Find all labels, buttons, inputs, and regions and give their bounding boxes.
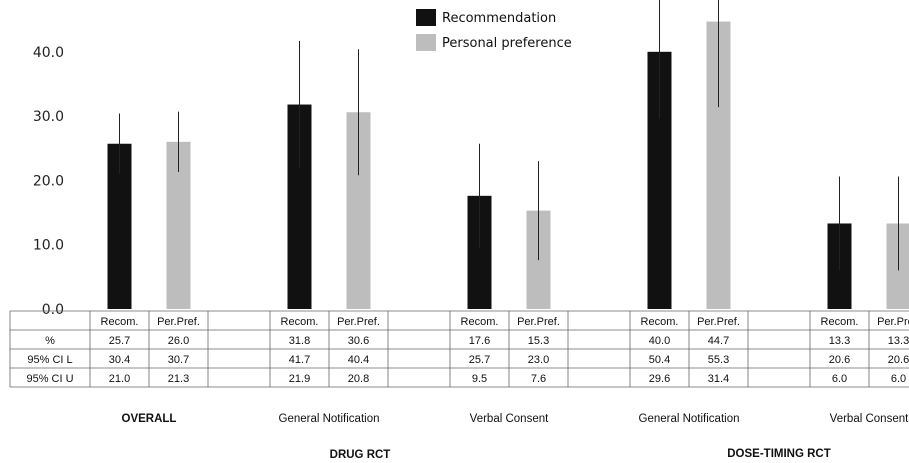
table-column-header: Recom.: [461, 316, 499, 328]
legend-label: Recommendation: [442, 11, 556, 26]
table-column-header: Per.Pref.: [697, 316, 740, 328]
table-cell-value: 17.6: [469, 335, 490, 347]
table-cell-value: 26.0: [168, 335, 189, 347]
table-cell-value: 30.6: [348, 335, 369, 347]
legend-swatch: [416, 9, 436, 26]
table-cell-value: 20.6: [829, 354, 850, 366]
group-label: General Notification: [279, 413, 380, 425]
section-label: DRUG RCT: [330, 449, 391, 461]
table-row-label: %: [45, 335, 55, 347]
group-label: Verbal Consent: [470, 413, 549, 425]
table-cell-value: 55.3: [708, 354, 729, 366]
table-cell-value: 7.6: [531, 373, 546, 385]
table-cell-value: 6.0: [891, 373, 906, 385]
y-tick-label: 20.0: [33, 173, 64, 189]
table-column-header: Recom.: [101, 316, 139, 328]
table-cell-value: 30.4: [109, 354, 130, 366]
table-cell-value: 44.7: [708, 335, 729, 347]
table-cell-value: 31.8: [289, 335, 310, 347]
table-cell-value: 21.9: [289, 373, 310, 385]
table-cell-value: 21.0: [109, 373, 130, 385]
table-column-header: Per.Pref.: [877, 316, 909, 328]
y-tick-label: 30.0: [33, 109, 64, 125]
table-row-label: 95% CI U: [26, 373, 73, 385]
group-label: General Notification: [639, 413, 740, 425]
table-cell-value: 20.8: [348, 373, 369, 385]
table-cell-value: 6.0: [832, 373, 847, 385]
group-label: OVERALL: [122, 413, 177, 425]
table-column-header: Per.Pref.: [337, 316, 380, 328]
bar-personal-preference: [886, 223, 909, 309]
table-cell-value: 25.7: [469, 354, 490, 366]
table-cell-value: 29.6: [649, 373, 670, 385]
y-tick-label: 40.0: [33, 45, 64, 61]
table-column-header: Recom.: [281, 316, 319, 328]
table-column-header: Recom.: [641, 316, 679, 328]
y-tick-label: 0.0: [42, 302, 64, 318]
y-tick-label: 10.0: [33, 238, 64, 254]
table-cell-value: 40.0: [649, 335, 670, 347]
legend-label: Personal preference: [442, 36, 572, 51]
table-column-header: Per.Pref.: [157, 316, 200, 328]
table-cell-value: 20.6: [888, 354, 909, 366]
table-cell-value: 31.4: [708, 373, 729, 385]
table-cell-value: 40.4: [348, 354, 369, 366]
table-cell-value: 25.7: [109, 335, 130, 347]
table-cell-value: 21.3: [168, 373, 189, 385]
table-cell-value: 23.0: [528, 354, 549, 366]
table-cell-value: 15.3: [528, 335, 549, 347]
table-cell-value: 9.5: [472, 373, 487, 385]
table-cell-value: 13.3: [888, 335, 909, 347]
legend-swatch: [416, 34, 436, 51]
table-column-header: Recom.: [821, 316, 859, 328]
table-cell-value: 13.3: [829, 335, 850, 347]
group-label: Verbal Consent: [830, 413, 909, 425]
table-cell-value: 41.7: [289, 354, 310, 366]
table-cell-value: 50.4: [649, 354, 670, 366]
table-cell-value: 30.7: [168, 354, 189, 366]
table-column-header: Per.Pref.: [517, 316, 560, 328]
table-row-label: 95% CI L: [27, 354, 72, 366]
section-label: DOSE-TIMING RCT: [727, 448, 831, 460]
